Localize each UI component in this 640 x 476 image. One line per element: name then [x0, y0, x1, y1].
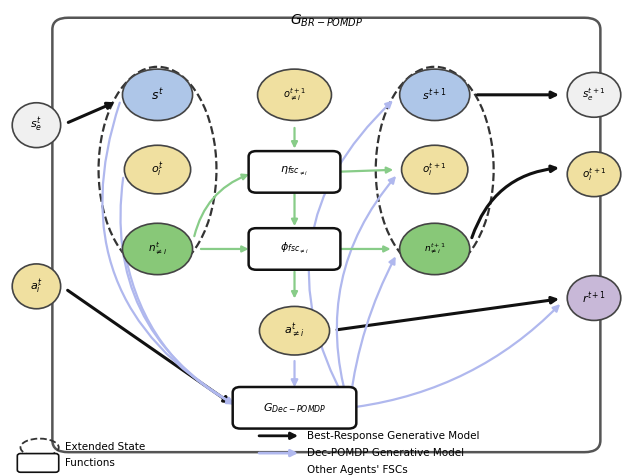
Ellipse shape: [124, 145, 191, 194]
FancyBboxPatch shape: [248, 228, 340, 270]
Text: Other Agents' FSCs: Other Agents' FSCs: [307, 465, 408, 475]
Ellipse shape: [567, 276, 621, 320]
Text: $a_i^t$: $a_i^t$: [30, 277, 43, 296]
Text: $n_{\neq i}^t$: $n_{\neq i}^t$: [148, 240, 167, 258]
Ellipse shape: [567, 72, 621, 117]
FancyBboxPatch shape: [17, 454, 59, 472]
Text: $o_i^t$: $o_i^t$: [151, 160, 164, 179]
Text: $r^{t+1}$: $r^{t+1}$: [582, 290, 606, 307]
FancyBboxPatch shape: [233, 387, 356, 428]
Text: $a_{\neq i}^t$: $a_{\neq i}^t$: [284, 321, 305, 340]
Text: $s_e^t$: $s_e^t$: [30, 116, 42, 135]
Ellipse shape: [122, 223, 193, 275]
Text: $\phi_{fsc_{\neq i}}$: $\phi_{fsc_{\neq i}}$: [280, 241, 309, 257]
FancyBboxPatch shape: [248, 151, 340, 193]
Text: $G_{BR-POMDP}$: $G_{BR-POMDP}$: [290, 13, 363, 29]
Text: Extended State: Extended State: [65, 443, 145, 453]
FancyBboxPatch shape: [52, 18, 600, 452]
Text: Functions: Functions: [65, 458, 115, 468]
Text: $o_i^{t+1}$: $o_i^{t+1}$: [422, 161, 447, 178]
Text: $n_{\neq i}^{t+1}$: $n_{\neq i}^{t+1}$: [424, 242, 445, 256]
Ellipse shape: [399, 223, 470, 275]
Text: $\eta_{fsc_{\neq i}}$: $\eta_{fsc_{\neq i}}$: [280, 165, 308, 178]
Ellipse shape: [122, 69, 193, 120]
Ellipse shape: [12, 264, 61, 309]
Text: $G_{Dec-POMDP}$: $G_{Dec-POMDP}$: [263, 401, 326, 415]
Text: $s^{t+1}$: $s^{t+1}$: [422, 87, 447, 103]
Ellipse shape: [257, 69, 332, 120]
Text: Dec-POMDP Generative Model: Dec-POMDP Generative Model: [307, 448, 465, 458]
Ellipse shape: [12, 103, 61, 148]
Text: $s^t$: $s^t$: [151, 87, 164, 103]
Text: $o_i^{t+1}$: $o_i^{t+1}$: [582, 166, 606, 183]
Text: Best-Response Generative Model: Best-Response Generative Model: [307, 431, 480, 441]
Text: $o_{\neq i}^{t+1}$: $o_{\neq i}^{t+1}$: [283, 87, 306, 103]
Text: $s_e^{t+1}$: $s_e^{t+1}$: [582, 87, 606, 103]
Ellipse shape: [401, 145, 468, 194]
Ellipse shape: [399, 69, 470, 120]
Ellipse shape: [259, 307, 330, 355]
Ellipse shape: [567, 152, 621, 197]
